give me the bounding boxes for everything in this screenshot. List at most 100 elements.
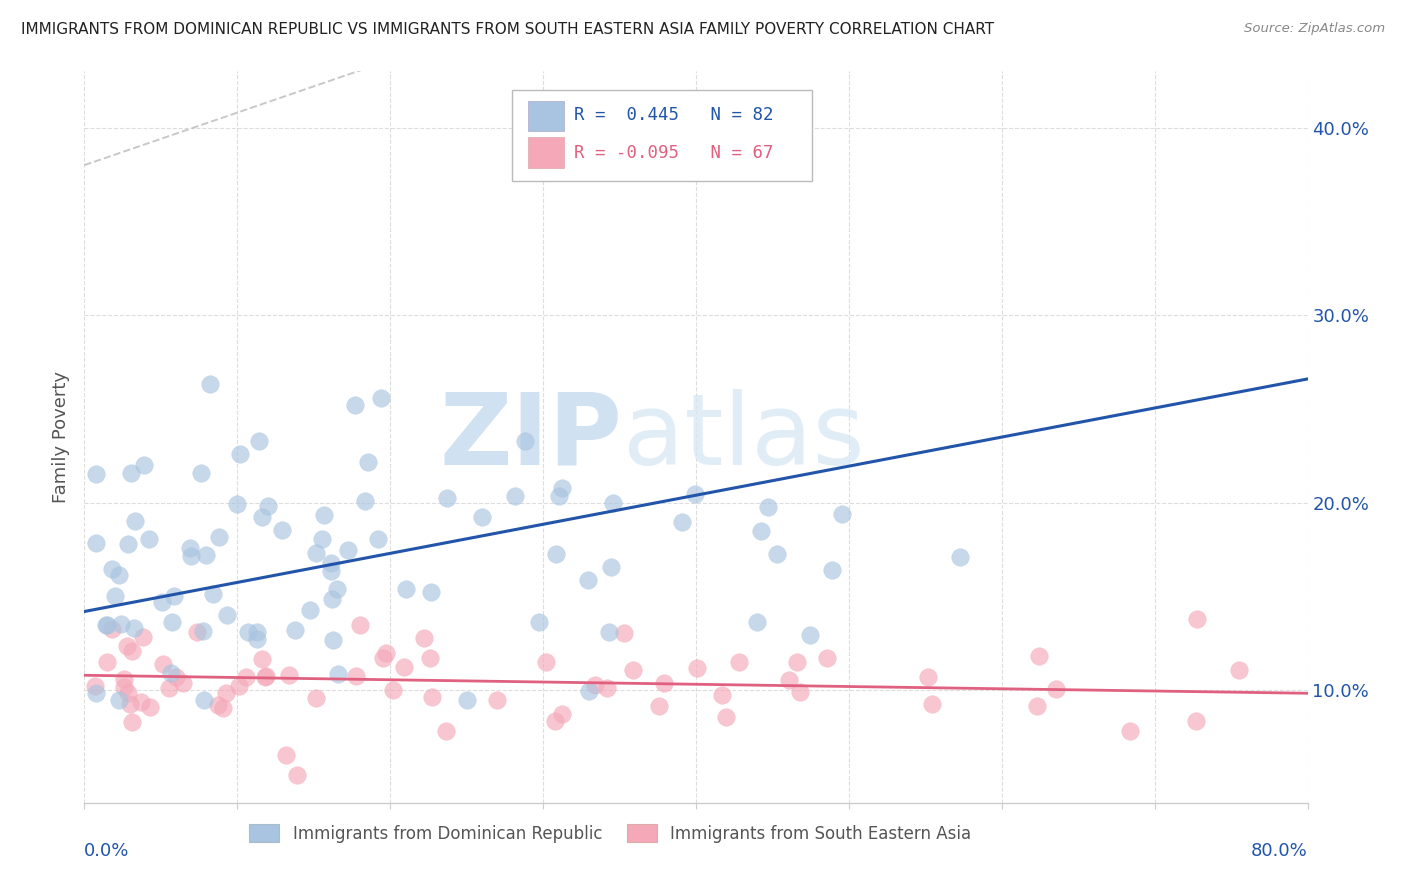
Point <box>917 670 939 684</box>
Point <box>357 455 380 469</box>
Text: atlas: atlas <box>623 389 865 485</box>
Point <box>84 685 107 699</box>
Point <box>602 496 624 510</box>
Point <box>207 698 229 712</box>
Point <box>236 624 259 639</box>
Point <box>326 582 349 597</box>
Point <box>344 669 367 683</box>
Point <box>778 673 800 688</box>
Point <box>322 633 344 648</box>
Point <box>728 655 751 669</box>
Point <box>160 615 183 629</box>
Point <box>235 670 257 684</box>
Point <box>686 661 709 675</box>
Point <box>595 681 617 695</box>
Point <box>249 434 271 448</box>
Point <box>104 589 127 603</box>
Point <box>107 692 129 706</box>
Point <box>1185 714 1208 729</box>
Point <box>373 651 395 665</box>
Point <box>789 685 811 699</box>
Point <box>548 489 571 503</box>
Text: IMMIGRANTS FROM DOMINICAN REPUBLIC VS IMMIGRANTS FROM SOUTH EASTERN ASIA FAMILY : IMMIGRANTS FROM DOMINICAN REPUBLIC VS IM… <box>21 22 994 37</box>
Point <box>321 565 343 579</box>
Point <box>150 595 173 609</box>
Point <box>163 589 186 603</box>
Point <box>226 497 249 511</box>
Point <box>194 548 217 562</box>
Point <box>671 516 693 530</box>
Y-axis label: Family Poverty: Family Poverty <box>52 371 70 503</box>
Point <box>831 507 853 521</box>
Point <box>134 458 156 472</box>
Point <box>1025 699 1047 714</box>
Point <box>1118 723 1140 738</box>
Point <box>253 670 276 684</box>
Point <box>714 710 737 724</box>
Point <box>217 608 239 623</box>
Point <box>198 377 221 392</box>
Point <box>420 585 443 599</box>
Point <box>165 670 187 684</box>
Point <box>172 676 194 690</box>
Point <box>246 624 269 639</box>
Point <box>576 573 599 587</box>
Point <box>101 562 124 576</box>
Point <box>485 693 508 707</box>
Point <box>112 680 135 694</box>
Point <box>747 615 769 629</box>
Point <box>152 657 174 672</box>
Point <box>305 691 328 706</box>
Point <box>344 398 367 412</box>
Point <box>256 669 278 683</box>
Point <box>252 652 274 666</box>
Point <box>285 767 308 781</box>
Point <box>314 508 336 522</box>
Point <box>652 675 675 690</box>
Point <box>112 672 135 686</box>
Point <box>257 500 280 514</box>
Point <box>157 681 180 696</box>
Point <box>685 487 707 501</box>
Point <box>648 698 671 713</box>
Point <box>353 493 375 508</box>
Point <box>277 668 299 682</box>
Point <box>319 556 342 570</box>
Point <box>96 617 118 632</box>
Point <box>471 510 494 524</box>
Point <box>349 618 371 632</box>
Point <box>138 532 160 546</box>
Point <box>370 391 392 405</box>
Legend: Immigrants from Dominican Republic, Immigrants from South Eastern Asia: Immigrants from Dominican Republic, Immi… <box>242 818 979 849</box>
Point <box>503 489 526 503</box>
Point <box>749 524 772 538</box>
Point <box>246 632 269 647</box>
Point <box>193 692 215 706</box>
Point <box>613 625 636 640</box>
Point <box>921 697 943 711</box>
Point <box>191 624 214 639</box>
Point <box>159 665 181 680</box>
Point <box>121 715 143 730</box>
Point <box>1229 663 1251 677</box>
Point <box>179 541 201 555</box>
Point <box>392 660 415 674</box>
Point <box>215 686 238 700</box>
Point <box>284 623 307 637</box>
Point <box>815 651 838 665</box>
Point <box>821 563 844 577</box>
Point <box>375 646 398 660</box>
Point <box>1185 612 1208 626</box>
Point <box>395 582 418 596</box>
Point <box>212 700 235 714</box>
Text: 80.0%: 80.0% <box>1251 842 1308 860</box>
Point <box>305 546 328 560</box>
Point <box>598 625 620 640</box>
Point <box>96 617 118 632</box>
Point <box>117 685 139 699</box>
Point <box>108 568 131 582</box>
Point <box>299 603 322 617</box>
Point <box>124 514 146 528</box>
Point <box>101 622 124 636</box>
Point <box>208 529 231 543</box>
